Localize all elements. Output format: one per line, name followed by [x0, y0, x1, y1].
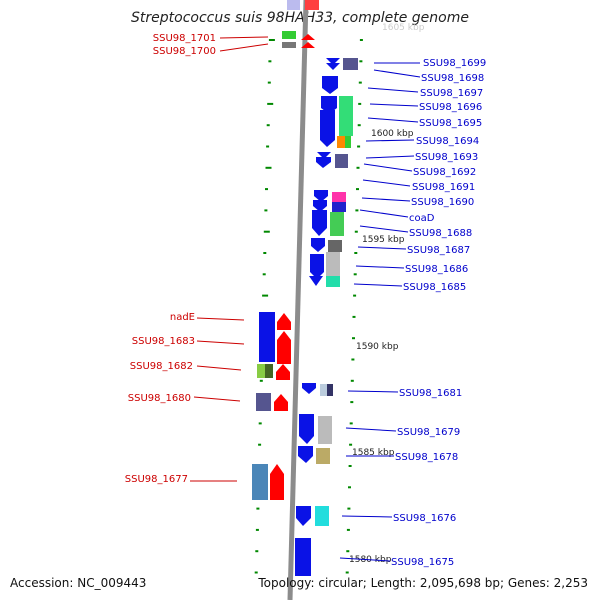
gene-block	[339, 96, 353, 136]
forward-gene-label: SSU98_1687	[407, 245, 470, 256]
gene-block	[282, 31, 296, 39]
reverse-gene-label: SSU98_1701	[153, 33, 216, 44]
forward-gene-arrow	[299, 414, 314, 444]
gene-block	[315, 506, 329, 526]
forward-gene-label: SSU98_1688	[409, 228, 472, 239]
forward-gene-label: SSU98_1690	[411, 197, 474, 208]
reverse-leader-lines	[190, 36, 269, 482]
forward-gene-arrow	[322, 76, 338, 94]
topology-text: Topology: circular; Length: 2,095,698 bp…	[258, 576, 588, 590]
forward-leader-lines	[339, 62, 421, 562]
forward-gene-arrow	[298, 446, 313, 463]
axis-label: 1600 kbp	[371, 129, 414, 139]
forward-gene-arrow	[302, 383, 316, 394]
gene-block	[337, 136, 345, 148]
gene-block	[327, 384, 333, 396]
forward-gene-arrow	[296, 506, 311, 526]
gene-block	[252, 464, 268, 500]
forward-gene-arrow	[317, 152, 331, 159]
reverse-gene-label: SSU98_1682	[130, 361, 193, 372]
map-title: Streptococcus suis 98HAH33, complete gen…	[131, 10, 469, 26]
reverse-gene-arrow	[301, 34, 315, 40]
gene-block	[295, 538, 311, 576]
gene-block	[345, 136, 351, 148]
gene-block	[335, 154, 348, 168]
forward-gene-label: SSU98_1685	[403, 282, 466, 293]
axis-label: 1585 kbp	[352, 448, 395, 458]
accession-text: Accession: NC_009443	[10, 576, 147, 590]
gene-block	[328, 240, 342, 252]
ruler-ticks	[254, 39, 363, 574]
forward-gene-label: SSU98_1686	[405, 264, 468, 275]
reverse-gene-arrow	[301, 42, 315, 48]
forward-gene-arrow	[326, 58, 340, 65]
axis-label: 1590 kbp	[356, 342, 399, 352]
gene-block	[265, 364, 273, 378]
forward-gene-label: SSU98_1675	[391, 557, 454, 568]
gene-block	[326, 252, 340, 276]
gene-block	[287, 0, 300, 10]
reverse-gene-arrow	[277, 313, 291, 330]
gene-block	[318, 416, 332, 444]
gene-block	[332, 202, 346, 212]
reverse-gene-label: SSU98_1677	[125, 474, 188, 485]
reverse-gene-arrow	[276, 364, 290, 380]
reverse-gene-label: SSU98_1683	[132, 336, 195, 347]
genome-backbone	[287, 0, 309, 600]
gene-block	[256, 393, 271, 411]
forward-gene-label: SSU98_1679	[397, 427, 460, 438]
forward-gene-arrow	[326, 63, 340, 70]
forward-gene-label: SSU98_1694	[416, 136, 479, 147]
axis-label: 1595 kbp	[362, 235, 405, 245]
forward-gene-label: SSU98_1691	[412, 182, 475, 193]
forward-gene-label: SSU98_1699	[423, 58, 486, 69]
forward-gene-label: SSU98_1692	[413, 167, 476, 178]
forward-gene-arrow	[313, 200, 327, 212]
gene-block	[259, 312, 275, 362]
forward-gene-arrow	[312, 210, 327, 236]
gene-block	[282, 42, 296, 48]
forward-gene-label: coaD	[409, 213, 435, 224]
forward-gene-label: SSU98_1695	[419, 118, 482, 129]
gene-block	[316, 448, 330, 464]
forward-gene-label: SSU98_1693	[415, 152, 478, 163]
forward-gene-label: SSU98_1676	[393, 513, 456, 524]
reverse-gene-arrow	[277, 331, 291, 364]
forward-gene-arrow	[310, 254, 324, 279]
forward-gene-arrow	[311, 238, 325, 252]
forward-gene-label: SSU98_1698	[421, 73, 484, 84]
gene-block	[257, 364, 265, 378]
forward-gene-arrow	[309, 276, 323, 286]
forward-gene-arrow	[321, 96, 337, 114]
gene-block	[332, 192, 346, 202]
reverse-gene-arrow	[274, 394, 288, 411]
forward-gene-label: SSU98_1697	[420, 88, 483, 99]
gene-block	[343, 58, 358, 70]
reverse-gene-label: nadE	[170, 312, 195, 323]
forward-gene-label: SSU98_1678	[395, 452, 458, 463]
reverse-gene-arrow	[270, 464, 284, 500]
gene-block	[305, 0, 319, 10]
forward-gene-label: SSU98_1696	[419, 102, 482, 113]
forward-gene-label: SSU98_1681	[399, 388, 462, 399]
axis-label: 1605 kbp	[382, 23, 425, 33]
forward-gene-arrow	[314, 190, 328, 202]
reverse-gene-label: SSU98_1680	[128, 393, 191, 404]
reverse-gene-label: SSU98_1700	[153, 46, 216, 57]
gene-block	[330, 212, 344, 236]
forward-gene-arrow	[320, 110, 335, 147]
gene-block	[326, 276, 340, 287]
forward-gene-arrow	[316, 157, 331, 168]
